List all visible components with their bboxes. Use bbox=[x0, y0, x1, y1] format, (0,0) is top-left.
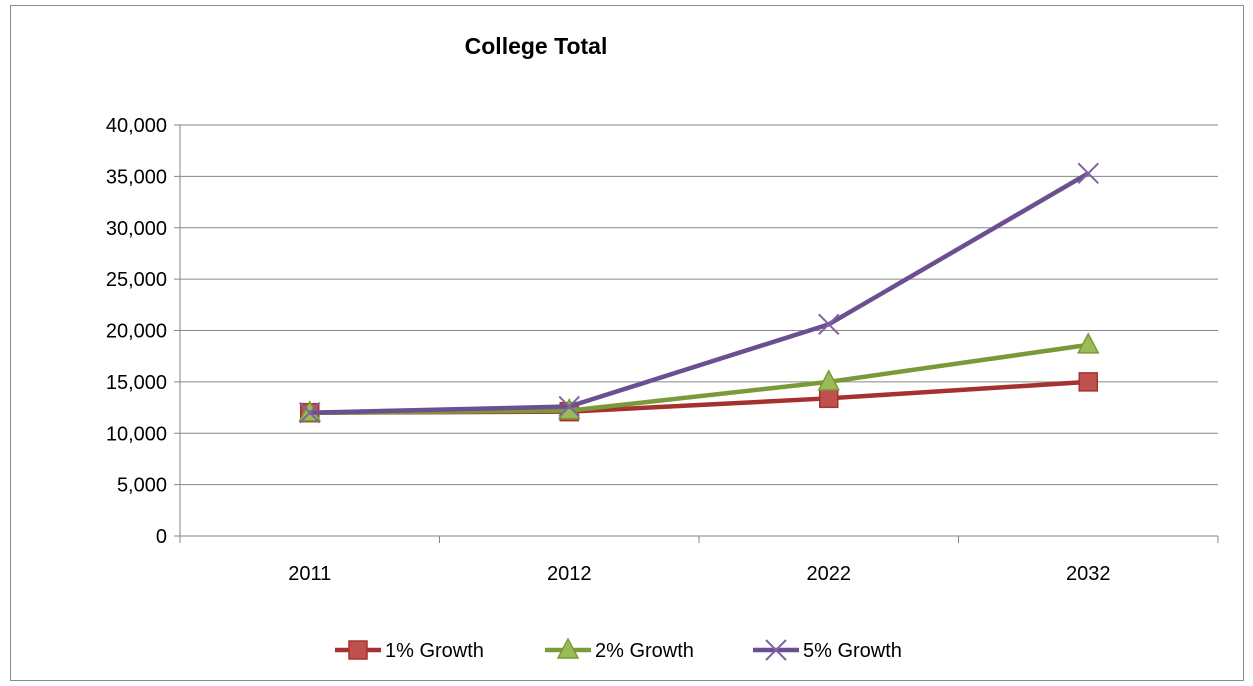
data-point-marker bbox=[299, 401, 321, 424]
data-point-marker bbox=[818, 313, 840, 336]
legend-item-3: 5% Growth bbox=[753, 639, 902, 662]
y-tick-label: 15,000 bbox=[106, 372, 167, 394]
data-point-marker bbox=[765, 639, 787, 661]
y-tick-label: 5,000 bbox=[117, 475, 167, 497]
chart-frame bbox=[10, 5, 1244, 681]
gridlines bbox=[180, 124, 1218, 486]
x-tick-label: 2011 bbox=[288, 563, 331, 585]
data-point-marker bbox=[817, 369, 840, 391]
legend-label: 1% Growth bbox=[385, 640, 484, 662]
x-axis-tick-labels: 2011 2012 2022 2032 bbox=[288, 563, 1110, 585]
x-tick-label: 2012 bbox=[547, 563, 592, 585]
chart-title: College Total bbox=[465, 33, 608, 59]
legend-item-1: 1% Growth bbox=[335, 640, 484, 662]
data-point-marker bbox=[1077, 162, 1099, 184]
y-tick-label: 10,000 bbox=[106, 423, 167, 445]
legend: 1% Growth 2% Growth 5% Growth bbox=[335, 637, 902, 662]
series-2 bbox=[298, 332, 1100, 422]
data-point-marker bbox=[558, 398, 581, 420]
series-group bbox=[298, 162, 1100, 424]
data-point-marker bbox=[348, 640, 368, 660]
y-axis-tick-labels: 0 5,000 10,000 15,000 20,000 25,000 30,000 35,0… bbox=[106, 115, 167, 548]
y-tick-label: 30,000 bbox=[106, 218, 167, 240]
data-point-marker bbox=[558, 395, 580, 418]
series-line bbox=[309, 171, 1090, 415]
x-tick-label: 2022 bbox=[807, 563, 852, 585]
legend-label: 5% Growth bbox=[803, 640, 902, 662]
legend-item-2: 2% Growth bbox=[545, 637, 694, 662]
data-point-marker bbox=[1078, 372, 1098, 392]
axes bbox=[174, 124, 1219, 543]
series-3 bbox=[299, 162, 1099, 424]
y-tick-label: 25,000 bbox=[106, 269, 167, 291]
legend-label: 2% Growth bbox=[595, 640, 694, 662]
x-tick-label: 2032 bbox=[1066, 563, 1111, 585]
data-point-marker bbox=[556, 637, 580, 659]
y-tick-label: 20,000 bbox=[106, 321, 167, 343]
y-tick-label: 0 bbox=[156, 526, 167, 548]
series-line bbox=[309, 342, 1089, 415]
data-point-marker bbox=[819, 388, 839, 409]
y-tick-label: 35,000 bbox=[106, 166, 167, 188]
data-point-marker bbox=[1077, 332, 1100, 354]
y-tick-label: 40,000 bbox=[106, 115, 167, 137]
